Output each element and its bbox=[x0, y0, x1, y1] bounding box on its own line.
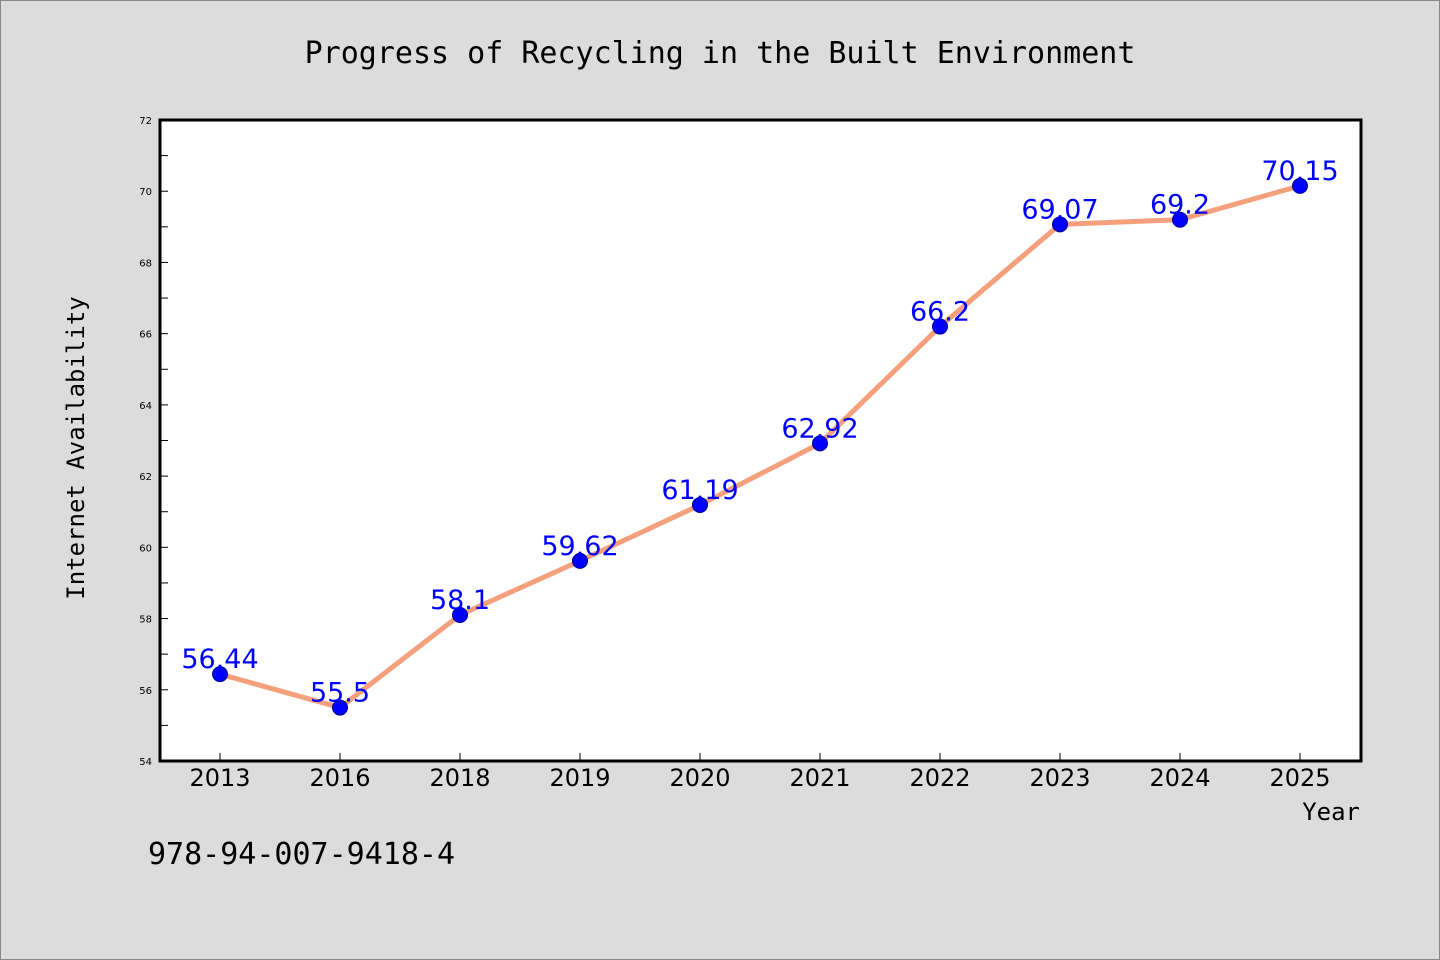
data-point bbox=[1172, 211, 1188, 228]
y-tick-label: 58 bbox=[139, 615, 152, 626]
x-axis: 2013 2016 2018 2019 2020 2021 2022 2023 2024 2025 bbox=[189, 753, 1331, 792]
data-point bbox=[812, 435, 828, 452]
data-point bbox=[572, 552, 588, 569]
y-tick-label: 70 bbox=[139, 187, 152, 198]
y-tick-label: 60 bbox=[139, 543, 152, 554]
x-tick-label: 2021 bbox=[789, 764, 850, 792]
series-group: 56.44 55.5 58.1 59.62 61.19 62.92 66.2 69.07 69.… bbox=[181, 156, 1339, 716]
y-tick-label: 54 bbox=[139, 757, 152, 768]
data-label: 66.2 bbox=[910, 297, 970, 328]
x-tick-label: 2020 bbox=[669, 764, 730, 792]
y-tick-label: 56 bbox=[139, 686, 152, 697]
data-label: 59.62 bbox=[541, 531, 618, 562]
data-label: 69.07 bbox=[1021, 194, 1098, 225]
data-point bbox=[1052, 216, 1068, 233]
data-label: 55.5 bbox=[310, 678, 370, 709]
data-label: 61.19 bbox=[661, 475, 738, 506]
x-tick-label: 2024 bbox=[1149, 764, 1210, 792]
y-axis-label: Internet Availability bbox=[62, 296, 90, 599]
data-point bbox=[692, 496, 708, 513]
plot-area bbox=[158, 118, 1363, 763]
data-label: 70.15 bbox=[1261, 156, 1338, 187]
isbn-text: 978-94-007-9418-4 bbox=[148, 837, 455, 872]
data-point bbox=[332, 699, 348, 716]
chart-title: Progress of Recycling in the Built Envir… bbox=[305, 36, 1136, 71]
x-tick-label: 2022 bbox=[909, 764, 970, 792]
y-tick-label: 64 bbox=[139, 401, 152, 412]
y-tick-label: 62 bbox=[139, 472, 152, 483]
x-axis-label: Year bbox=[1302, 798, 1360, 826]
data-point bbox=[932, 318, 948, 335]
series-line bbox=[217, 183, 1303, 711]
y-tick-label: 72 bbox=[139, 116, 152, 127]
data-point bbox=[1292, 177, 1308, 194]
y-tick-label: 68 bbox=[139, 258, 152, 269]
x-tick-label: 2025 bbox=[1269, 764, 1330, 792]
x-tick-label: 2013 bbox=[189, 764, 250, 792]
data-point bbox=[212, 666, 228, 683]
y-axis: 54 56 58 60 62 64 66 68 70 72 bbox=[139, 116, 168, 768]
data-label: 58.1 bbox=[430, 585, 490, 616]
x-tick-label: 2018 bbox=[429, 764, 490, 792]
data-label: 69.2 bbox=[1150, 190, 1210, 221]
x-tick-label: 2023 bbox=[1029, 764, 1090, 792]
data-label: 62.92 bbox=[781, 413, 858, 444]
y-tick-label: 66 bbox=[139, 330, 152, 341]
data-point bbox=[452, 606, 468, 623]
x-tick-label: 2016 bbox=[309, 764, 370, 792]
data-label: 56.44 bbox=[181, 644, 258, 675]
x-tick-label: 2019 bbox=[549, 764, 610, 792]
